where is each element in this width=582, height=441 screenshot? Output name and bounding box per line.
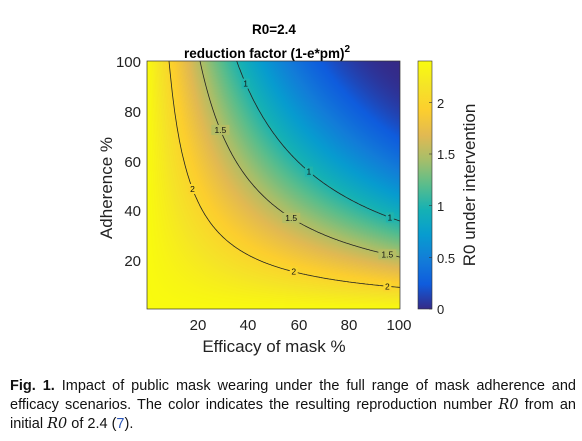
contour-line <box>236 60 401 222</box>
contour-label: 1.5 <box>285 213 297 223</box>
colorbar-gradient <box>417 60 433 310</box>
contour-label-background <box>383 281 392 292</box>
x-tick-label: 60 <box>291 317 308 334</box>
contour-label: 1.5 <box>381 249 393 259</box>
y-axis-label: Adherence % <box>97 137 116 239</box>
contour-line <box>168 60 401 288</box>
colorbar-label: R0 under intervention <box>460 104 479 267</box>
contour-label-background <box>378 249 397 260</box>
heatmap-plot-area: 1 1 1 1.5 1.5 1.5 2 2 2 <box>146 60 401 310</box>
contour-label-background <box>289 266 298 277</box>
heatmap-image <box>147 61 400 309</box>
caption-text: of 2.4 ( <box>67 416 117 432</box>
contour-label: 2 <box>190 184 195 194</box>
y-tick-label: 60 <box>124 154 141 171</box>
chart-title-line1: R0=2.4 <box>252 22 296 37</box>
contour-label: 1 <box>243 79 248 89</box>
x-tick-label: 20 <box>190 317 207 334</box>
y-tick-label: 100 <box>116 54 141 71</box>
contour-label-background <box>188 183 197 194</box>
caption-text: Impact of public mask wearing under the … <box>10 378 576 413</box>
contour-label: 1 <box>307 167 312 177</box>
x-tick-label: 40 <box>240 317 257 334</box>
caption-reference-link[interactable]: 7 <box>116 416 125 432</box>
contour-label: 2 <box>385 281 390 291</box>
y-axis-ticks: 20 40 60 80 100 <box>116 54 141 270</box>
chart-title: R0=2.4 reduction factor (1-e*pm)2 <box>184 22 351 61</box>
colorbar-tick-label: 2 <box>437 96 444 111</box>
x-axis-label: Efficacy of mask % <box>202 337 345 356</box>
caption-text: ). <box>124 416 134 432</box>
contour-labels: 1 1 1 1.5 1.5 1.5 2 2 2 <box>188 78 397 292</box>
contour-label: 2 <box>291 267 296 277</box>
colorbar-tick-label: 1 <box>437 199 444 214</box>
caption-math-r0: R0 <box>47 416 68 432</box>
contour-label: 1 <box>388 212 393 222</box>
x-tick-label: 100 <box>386 317 411 334</box>
chart-title-line2: reduction factor (1-e*pm)2 <box>184 44 351 61</box>
contour-label: 1.5 <box>214 125 226 135</box>
contour-label-background <box>385 212 394 223</box>
contour-label-background <box>282 212 301 223</box>
y-tick-label: 20 <box>124 253 141 270</box>
caption-math-r0: R0 <box>498 397 519 413</box>
x-tick-label: 80 <box>341 317 358 334</box>
contour-label-background <box>211 124 230 135</box>
colorbar: 0 0.5 1 1.5 2 R0 under intervention <box>417 60 479 317</box>
plot-frame <box>146 60 401 310</box>
colorbar-ticks <box>429 102 432 310</box>
contour-label-background <box>304 166 313 177</box>
y-tick-label: 40 <box>124 203 141 220</box>
colorbar-tick-label: 0 <box>437 302 444 317</box>
caption-label: Fig. 1. <box>10 378 55 394</box>
contour-label-background <box>241 78 250 89</box>
figure-caption: Fig. 1. Impact of public mask wearing un… <box>10 377 576 434</box>
contour-line <box>199 60 401 258</box>
colorbar-tick-label: 0.5 <box>437 251 455 266</box>
chart-title-superscript: 2 <box>344 44 350 55</box>
caption-text: from an initial <box>10 397 576 432</box>
y-tick-label: 80 <box>124 104 141 121</box>
contour-lines <box>168 60 401 288</box>
x-axis-ticks: 20 40 60 80 100 <box>190 317 412 334</box>
heatmap-figure: R0=2.4 reduction factor (1-e*pm)2 1111.5… <box>97 22 479 356</box>
chart-title-line2-text: reduction factor (1-e*pm) <box>184 46 345 61</box>
colorbar-tick-label: 1.5 <box>437 147 455 162</box>
